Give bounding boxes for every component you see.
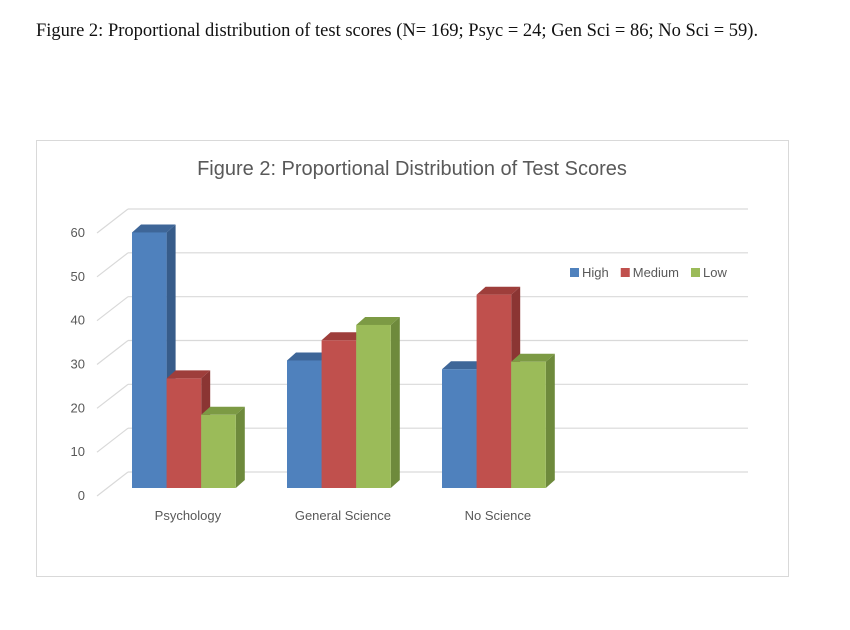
- bar-group-no-science: [442, 286, 555, 488]
- legend-item-low: Low: [691, 265, 727, 280]
- y-tick-label: 50: [71, 269, 85, 284]
- legend-item-high: High: [570, 265, 609, 280]
- x-axis: Psychology General Science No Science: [155, 508, 531, 523]
- legend-label: Low: [703, 265, 727, 280]
- bar-low: [201, 406, 245, 488]
- gridline-diagonal: [96, 340, 129, 365]
- bar-low: [511, 353, 555, 488]
- gridline-diagonal: [96, 208, 129, 234]
- gridline-diagonal: [96, 471, 129, 497]
- chart-title: Figure 2: Proportional Distribution of T…: [197, 158, 627, 180]
- gridlines: [96, 208, 748, 497]
- legend-swatch: [691, 268, 700, 277]
- legend-label: High: [582, 265, 609, 280]
- y-tick-label: 40: [71, 313, 85, 328]
- y-tick-label: 60: [71, 225, 85, 240]
- bar-group-psychology: [132, 224, 245, 488]
- x-category-label: No Science: [465, 508, 531, 523]
- gridline-diagonal: [96, 296, 129, 322]
- gridline-diagonal: [96, 252, 129, 278]
- legend-swatch: [620, 268, 630, 277]
- legend-label: Medium: [633, 265, 679, 280]
- x-category-label: Psychology: [155, 508, 222, 523]
- gridline-diagonal: [96, 427, 129, 453]
- gridline-diagonal: [96, 383, 129, 409]
- y-axis: 0 10 20 30 40 50 60: [71, 225, 85, 503]
- legend-item-medium: Medium: [620, 265, 679, 280]
- legend: High Medium Low: [570, 265, 727, 280]
- y-tick-label: 30: [71, 357, 85, 372]
- bar-group-general-science: [287, 316, 400, 488]
- figure-caption: Figure 2: Proportional distribution of t…: [36, 21, 759, 41]
- y-tick-label: 20: [71, 400, 85, 415]
- bars: [132, 224, 555, 488]
- y-tick-label: 0: [78, 488, 85, 503]
- x-category-label: General Science: [295, 508, 391, 523]
- y-tick-label: 10: [71, 444, 85, 459]
- legend-swatch: [570, 268, 579, 277]
- bar-low: [356, 316, 400, 488]
